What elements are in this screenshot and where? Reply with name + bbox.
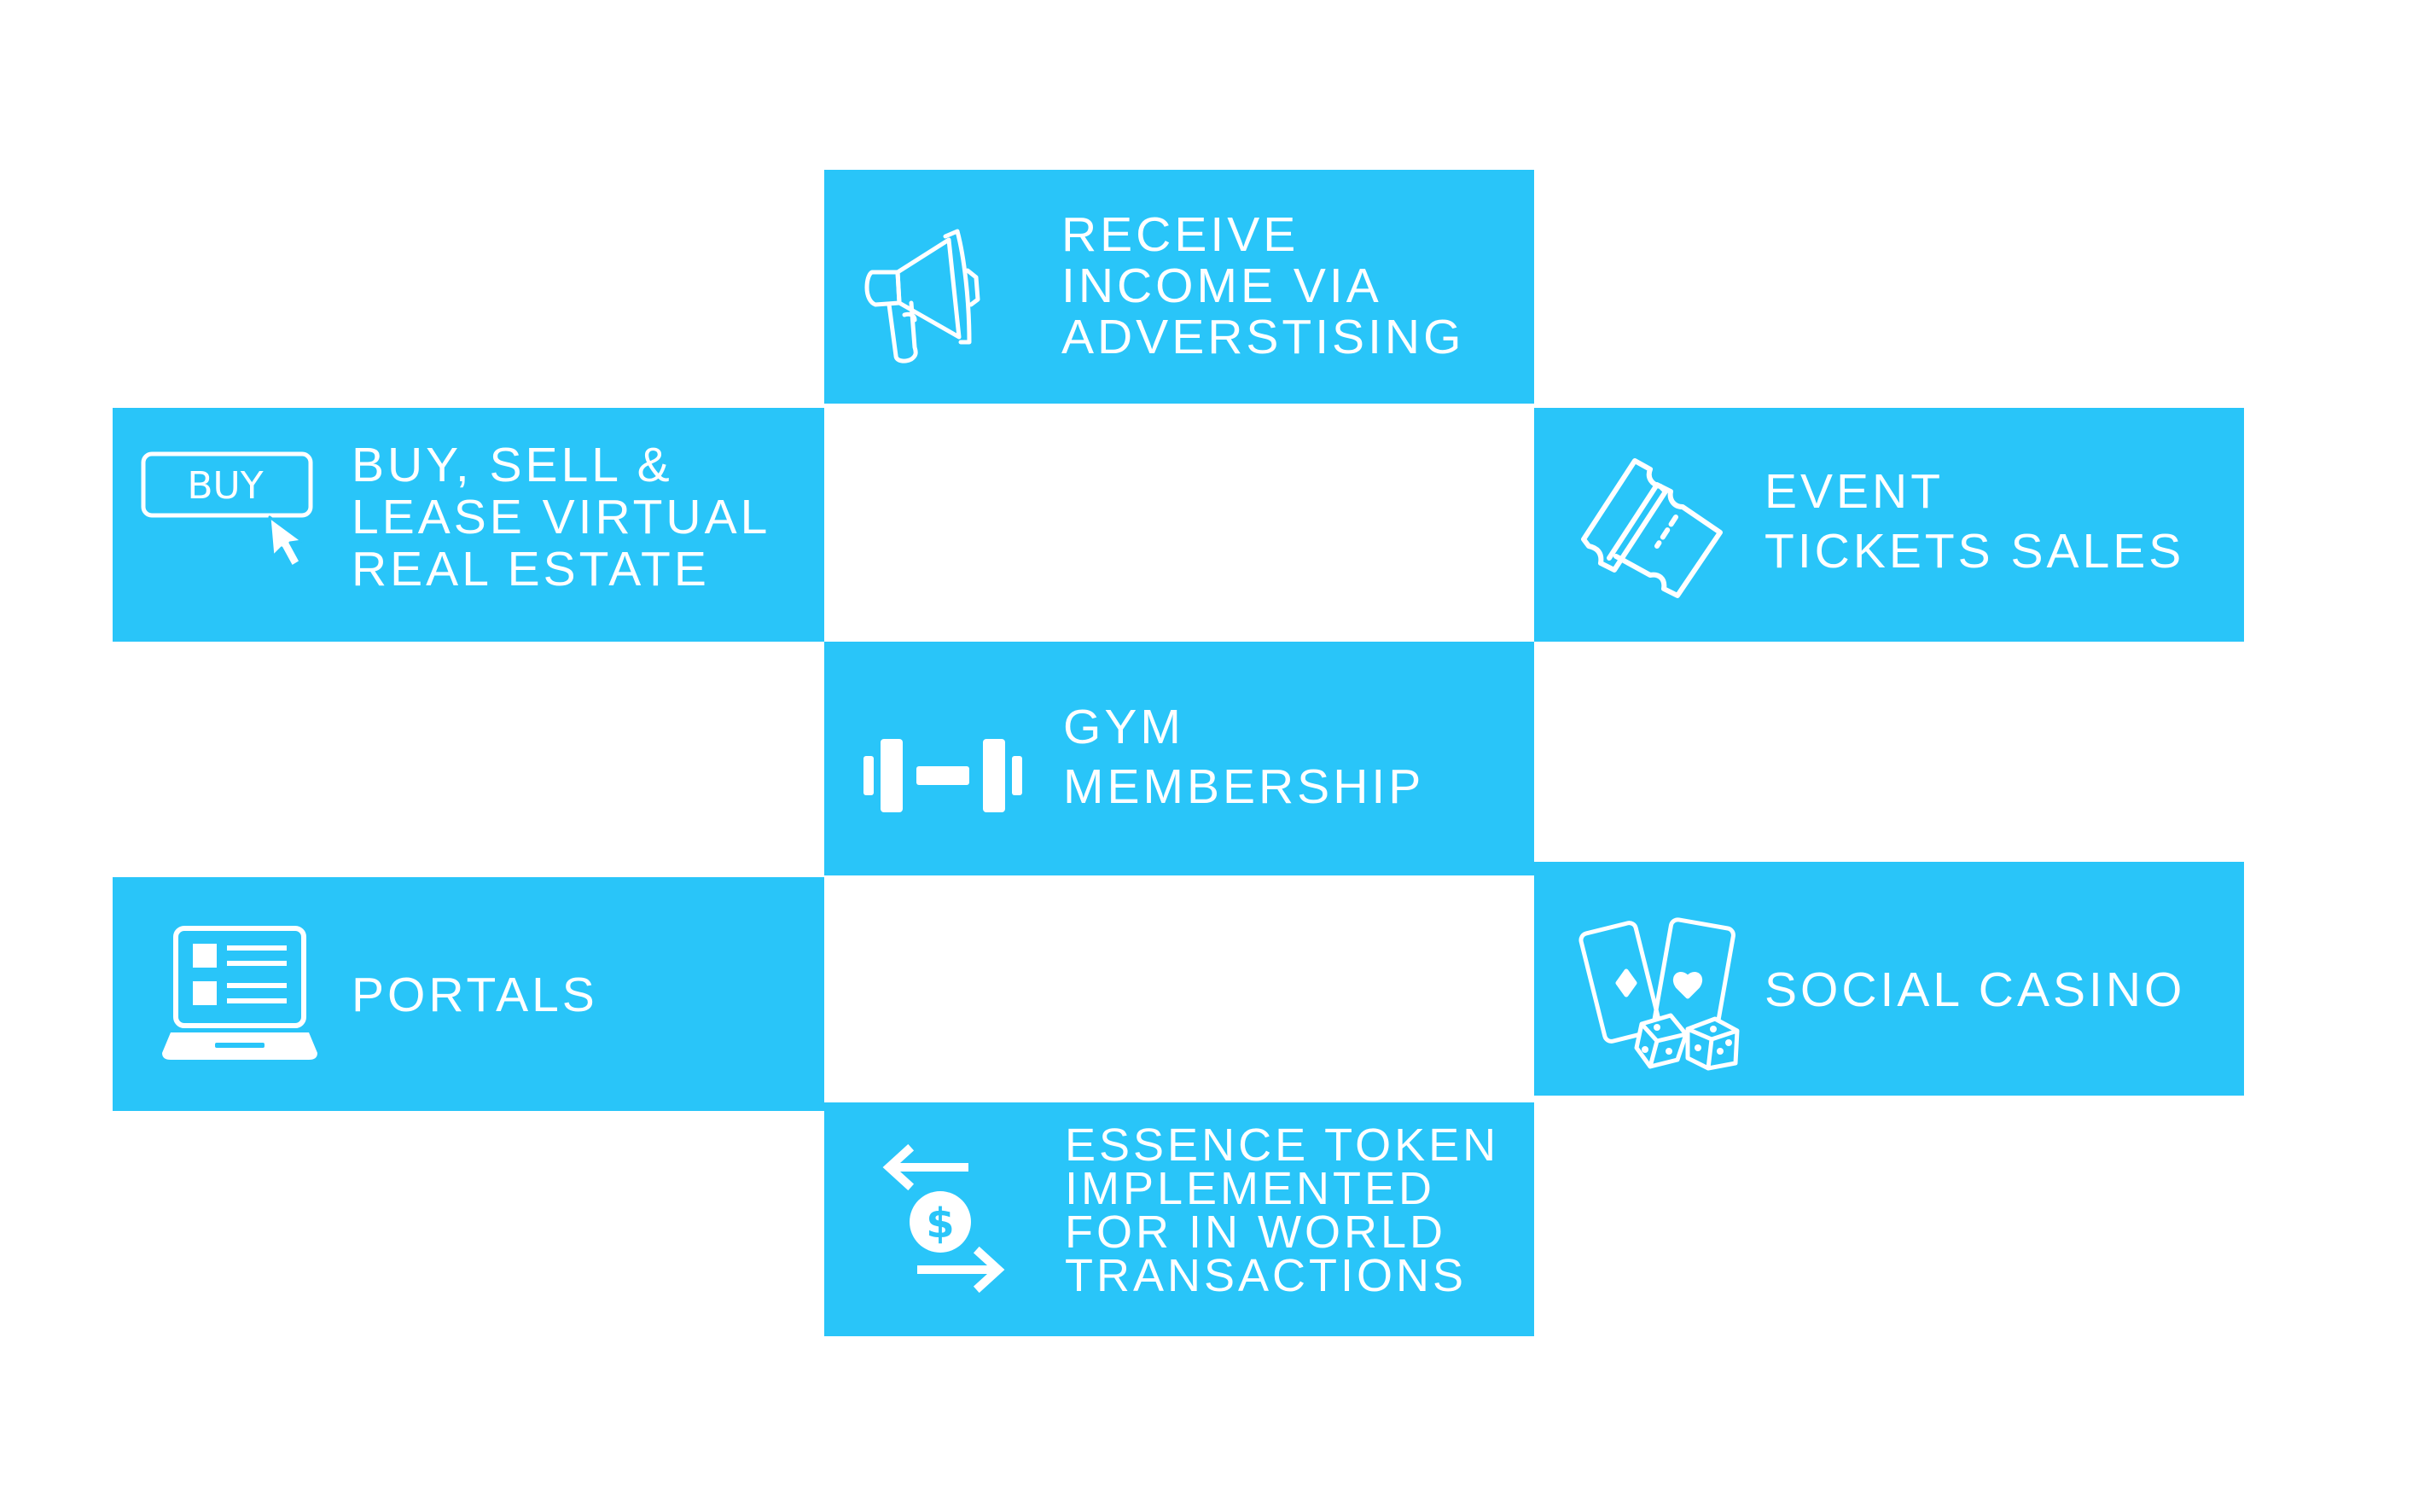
tile-essence: $ ESSENCE TOKEN IMPLEMENTED FOR IN WORLD… (824, 1102, 1534, 1336)
label-line: TRANSACTIONS (1065, 1250, 1468, 1301)
tile-casino-label: SOCIAL CASINO (1765, 947, 2185, 1032)
label-line: INCOME VIA (1061, 259, 1382, 313)
label-line: GYM (1063, 700, 1184, 754)
tile-gym: GYM MEMBERSHIP (824, 642, 1534, 875)
label-line: ADVERSTISING (1061, 310, 1465, 364)
label-line: SOCIAL CASINO (1765, 962, 2186, 1017)
label-line: BUY, SELL & (352, 437, 673, 492)
label-line: PORTALS (352, 968, 598, 1022)
label-line: RECEIVE (1061, 207, 1299, 262)
tile-portals: PORTALS (113, 877, 824, 1111)
tile-essence-label: ESSENCE TOKEN IMPLEMENTED FOR IN WORLD T… (1065, 1121, 1499, 1300)
tile-tickets: EVENT TICKETS SALES (1534, 408, 2244, 642)
label-line: FOR IN WORLD (1065, 1207, 1446, 1258)
tile-tickets-label: EVENT TICKETS SALES (1765, 457, 2184, 585)
label-line: TICKETS SALES (1765, 524, 2185, 579)
label-line: LEASE VIRTUAL (352, 489, 771, 544)
tile-real-estate-label: BUY, SELL & LEASE VIRTUAL REAL ESTATE (352, 439, 770, 596)
tile-real-estate: BUY BUY, SELL & LEASE VIRTUAL REAL ESTAT… (113, 408, 824, 642)
currency-exchange-icon: $ (870, 1142, 1017, 1294)
dollar-icon-text: $ (926, 1200, 954, 1247)
megaphone-icon (862, 206, 981, 368)
tickets-icon (1575, 454, 1729, 599)
dumbbell-icon (863, 737, 1022, 814)
label-line: EVENT (1765, 464, 1945, 519)
tile-advertising-label: RECEIVE INCOME VIA ADVERSTISING (1061, 207, 1464, 364)
tile-advertising: RECEIVE INCOME VIA ADVERSTISING (824, 170, 1534, 404)
label-line: MEMBERSHIP (1063, 759, 1425, 814)
buy-button-cursor-icon: BUY (140, 449, 324, 577)
label-line: REAL ESTATE (352, 541, 710, 596)
label-line: IMPLEMENTED (1065, 1163, 1436, 1214)
tile-casino: SOCIAL CASINO (1534, 862, 2244, 1096)
cards-dice-icon (1578, 915, 1746, 1071)
label-line: ESSENCE TOKEN (1065, 1119, 1500, 1171)
tile-gym-label: GYM MEMBERSHIP (1063, 693, 1424, 821)
buy-icon-text: BUY (187, 464, 263, 508)
tile-portals-label: PORTALS (352, 952, 598, 1038)
laptop-list-icon (160, 925, 319, 1061)
